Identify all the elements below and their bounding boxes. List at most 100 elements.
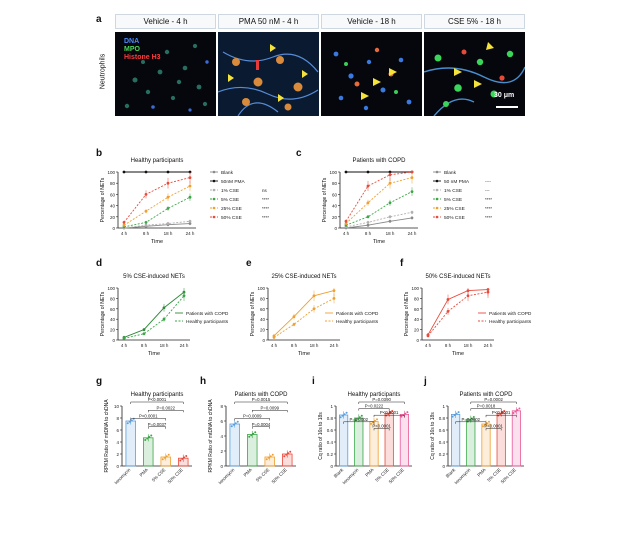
bracket-j-0	[470, 401, 517, 404]
y-tick-label-f-1: 20	[414, 328, 420, 333]
y-tick-label-e-3: 60	[260, 307, 266, 312]
bracket-g-1	[148, 410, 184, 413]
bracket-label-g-3: P=0.0037	[148, 422, 167, 427]
y-tick-label-e-5: 100	[257, 286, 265, 291]
legend-label-e-0: Patients with COPD	[336, 311, 379, 317]
bracket-label-j-0: P=0.0002	[484, 397, 503, 402]
bar-point-i-2-3	[376, 418, 378, 421]
bracket-j-4	[485, 428, 502, 431]
y-tick-label-j-4: 0.8	[439, 416, 446, 421]
bracket-label-h-0: P=0.0015	[252, 397, 271, 402]
bar-g-0	[125, 420, 136, 467]
bracket-label-i-0: P=0.0390	[372, 397, 391, 402]
bracket-i-0	[358, 401, 405, 404]
chart-title-h: Patients with COPD	[234, 392, 288, 398]
x-tick-label-i-1: Ionomycin	[341, 467, 359, 485]
y-tick-label-d-4: 80	[110, 296, 116, 301]
panel-letter-a: a	[96, 14, 102, 25]
legend-label-b-5: 50% CSE	[221, 215, 242, 221]
bar-point-i-3-3	[391, 409, 394, 412]
bar-point-g-1-0	[144, 439, 147, 442]
panel-letter-f: f	[400, 258, 404, 269]
y-axis-label-h: RPKM Ratio of mtDNA to chDNA	[208, 399, 214, 473]
panel-letter-i: i	[312, 376, 315, 387]
micrograph-vehicle-4h-image	[124, 43, 209, 112]
legend-sig-b-3: ****	[262, 197, 269, 202]
bar-point-h-1-3	[254, 431, 257, 434]
bracket-j-1	[470, 408, 502, 411]
bar-point-i-1-0	[354, 419, 357, 422]
chart-title-f: 50% CSE-induced NETs	[425, 274, 490, 280]
bar-point-j-4-0	[512, 412, 515, 415]
y-tick-label-c-1: 20	[332, 215, 338, 220]
x-tick-label-j-2: PMA	[476, 467, 486, 477]
chart-title-j: Patients with COPD	[459, 392, 513, 398]
x-axis-label-e: Time	[298, 351, 310, 357]
legend-marker-b-3	[212, 197, 216, 201]
legend-label-c-5: 50% CSE	[444, 215, 465, 221]
x-tick-label-h-1: PMA	[243, 467, 253, 477]
x-tick-label-e-1: 8 h	[291, 343, 298, 348]
y-tick-label-i-4: 0.8	[327, 416, 334, 421]
y-tick-label-b-3: 60	[110, 192, 116, 197]
bar-point-g-3-0	[179, 459, 182, 462]
bar-point-i-2-2	[374, 419, 376, 422]
bar-point-j-3-2	[501, 411, 504, 414]
y-tick-label-b-2: 40	[110, 204, 116, 209]
chart-title-d: 5% CSE-induced NETs	[123, 274, 185, 280]
panel-letter-c: c	[296, 148, 302, 159]
y-axis-label-j: Cq ratio of 16s to 18s	[430, 412, 436, 460]
y-axis-label-d: Percentage of NETs	[100, 291, 106, 336]
panel-letter-g: g	[96, 376, 103, 387]
bracket-label-h-3: P=0.0004	[252, 422, 271, 427]
x-tick-label-e-0: 4 h	[271, 343, 278, 348]
y-axis-label-c: Percentage of NETs	[322, 177, 328, 222]
x-tick-label-e-2: 18 h	[310, 343, 319, 348]
tile-header-2: Vehicle - 18 h	[321, 14, 422, 29]
bar-point-g-2-3	[167, 453, 170, 456]
data-point-b-1-2	[166, 170, 170, 174]
legend-label-f-1: Healthy participants	[489, 319, 532, 325]
micrograph-pma-4h-image	[218, 44, 319, 116]
y-tick-label-j-1: 0.2	[439, 452, 446, 457]
x-tick-label-b-0: 4 h	[121, 231, 128, 236]
series-line-b-2	[123, 220, 191, 229]
bar-h-0	[229, 423, 240, 467]
bar-point-g-1-3	[150, 434, 153, 437]
bracket-label-h-2: P=0.0009	[243, 414, 262, 419]
x-axis-label-c: Time	[373, 239, 385, 245]
y-tick-label-f-2: 40	[414, 317, 420, 322]
bar-point-h-0-3	[236, 420, 239, 423]
legend-marker-c-5	[435, 215, 439, 219]
y-tick-label-g-0: 0	[116, 464, 119, 469]
bar-point-i-0-2	[343, 413, 346, 416]
legend-label-b-0: Blank	[221, 170, 234, 176]
bar-point-j-4-1	[514, 410, 517, 413]
legend-label-b-4: 25% CSE	[221, 206, 242, 212]
series-line-c-3	[345, 191, 413, 226]
micrograph-pma-4h	[218, 32, 319, 116]
x-tick-label-c-3: 24 h	[408, 231, 417, 236]
x-tick-label-i-2: PMA	[364, 467, 374, 477]
x-tick-label-f-1: 8 h	[445, 343, 452, 348]
bar-point-j-2-1	[484, 423, 486, 426]
bar-point-j-4-2	[516, 409, 519, 412]
bar-j-4	[511, 410, 521, 467]
y-tick-label-f-0: 0	[416, 338, 419, 343]
bar-point-h-3-1	[285, 453, 288, 456]
bracket-h-0	[234, 401, 288, 404]
bar-point-j-3-1	[499, 412, 502, 415]
data-point-c-1-1	[366, 170, 370, 174]
y-tick-label-i-3: 0.6	[327, 428, 334, 433]
series-line-b-0	[123, 223, 191, 229]
series-line-c-0	[345, 217, 413, 229]
legend-sig-b-4: ****	[262, 206, 269, 211]
legend-sig-c-1: ----	[485, 179, 491, 184]
bar-point-h-1-0	[248, 435, 251, 438]
y-tick-label-e-1: 20	[260, 328, 266, 333]
y-tick-label-h-1: 2	[220, 449, 223, 454]
series-line-b-5	[123, 177, 191, 223]
series-line-e-1	[273, 298, 335, 338]
bar-point-g-3-3	[185, 454, 188, 457]
y-tick-label-h-2: 4	[220, 434, 223, 439]
